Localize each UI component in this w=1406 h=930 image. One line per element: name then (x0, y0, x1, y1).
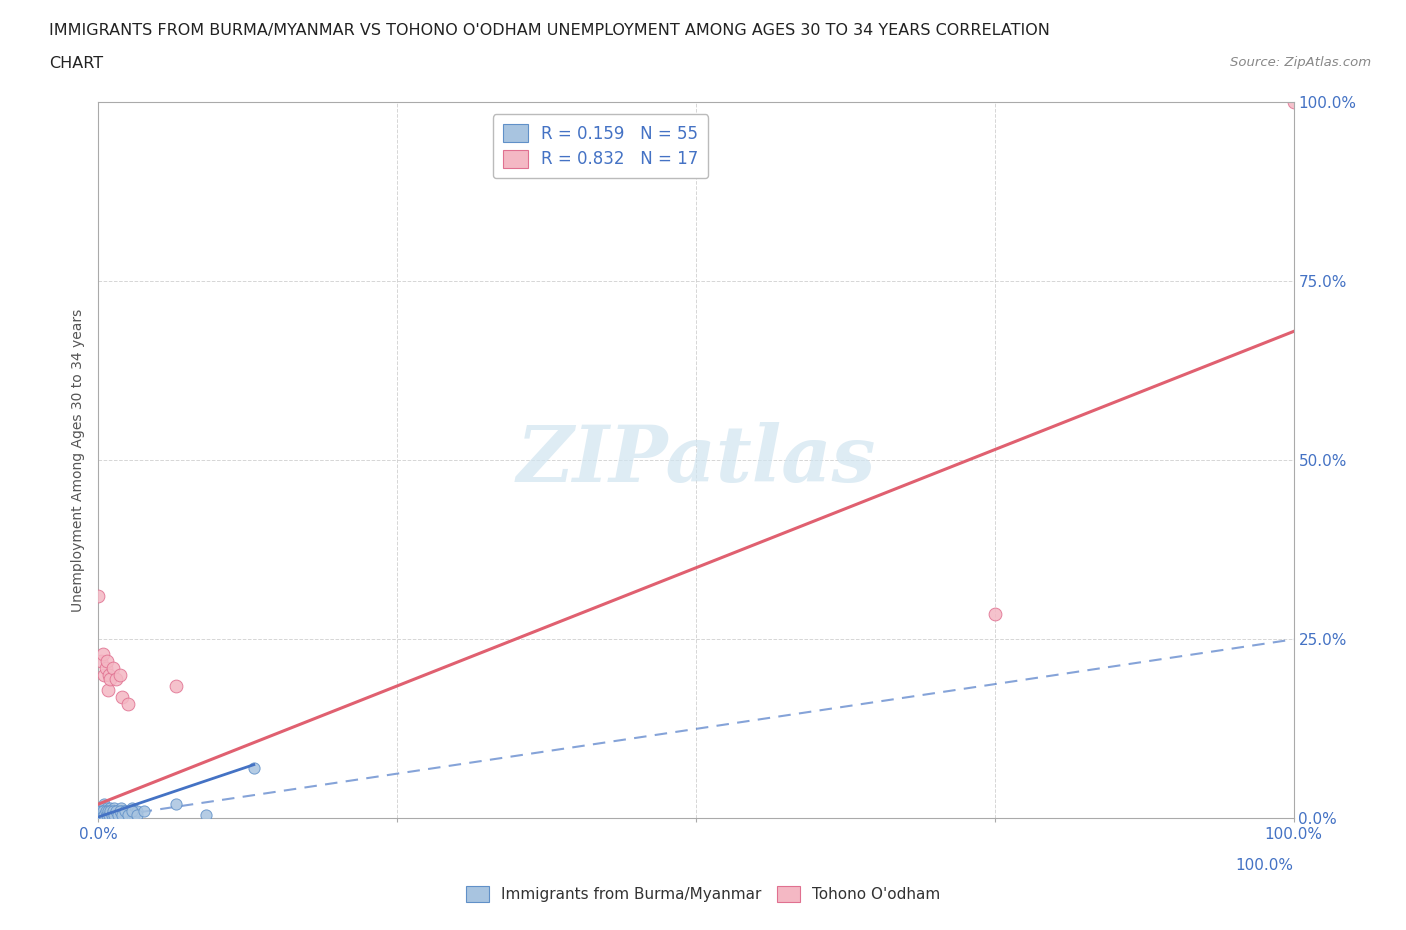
Point (100, 807, 122, 822)
Point (107, 804, 129, 818)
Point (89, 807, 111, 822)
Point (111, 804, 134, 818)
Point (98, 807, 121, 822)
Point (110, 800, 132, 815)
Point (165, 679, 187, 694)
Point (121, 804, 143, 818)
Text: 100.0%: 100.0% (1236, 857, 1294, 872)
Point (103, 807, 125, 822)
Point (125, 804, 148, 818)
Point (94, 660, 117, 675)
Point (115, 804, 138, 818)
Point (120, 804, 142, 818)
Point (1282, 95, 1305, 110)
Point (121, 800, 143, 815)
Point (111, 689, 134, 704)
Point (98, 804, 121, 818)
Point (97, 804, 120, 818)
Point (112, 807, 135, 822)
Text: IMMIGRANTS FROM BURMA/MYANMAR VS TOHONO O'ODHAM UNEMPLOYMENT AMONG AGES 30 TO 34: IMMIGRANTS FROM BURMA/MYANMAR VS TOHONO … (49, 23, 1050, 38)
Point (107, 807, 129, 822)
Point (98, 668, 121, 683)
Point (108, 804, 131, 818)
Text: ZIPatlas: ZIPatlas (516, 422, 876, 498)
Point (114, 804, 136, 818)
Point (89, 807, 111, 822)
Point (107, 807, 129, 822)
Point (98, 671, 122, 686)
Point (103, 800, 125, 815)
Point (117, 807, 139, 822)
Point (93, 668, 115, 683)
Point (984, 607, 1007, 622)
Point (114, 804, 136, 818)
Point (91, 804, 114, 818)
Legend: R = 0.159   N = 55, R = 0.832   N = 17: R = 0.159 N = 55, R = 0.832 N = 17 (492, 114, 709, 179)
Point (100, 807, 122, 822)
Point (117, 807, 139, 822)
Point (101, 804, 124, 818)
Point (93, 807, 115, 822)
Y-axis label: Unemployment Among Ages 30 to 34 years: Unemployment Among Ages 30 to 34 years (72, 309, 86, 612)
Text: CHART: CHART (49, 56, 103, 71)
Text: Source: ZipAtlas.com: Source: ZipAtlas.com (1230, 56, 1371, 69)
Point (97, 682, 120, 697)
Point (87, 811, 110, 826)
Point (98, 804, 122, 818)
Point (111, 807, 134, 822)
Point (93, 797, 115, 812)
Point (96, 800, 118, 815)
Point (90, 804, 112, 818)
Point (94, 804, 117, 818)
Point (117, 697, 139, 711)
Point (98, 800, 122, 815)
Point (90, 654, 112, 669)
Point (101, 804, 124, 818)
Point (124, 807, 146, 822)
Point (91, 804, 114, 818)
Point (94, 804, 117, 818)
Point (125, 807, 148, 822)
Point (96, 807, 118, 822)
Point (104, 804, 127, 818)
Point (87, 589, 110, 604)
Point (91, 646, 114, 661)
Point (105, 804, 128, 818)
Point (195, 807, 218, 822)
Point (105, 807, 128, 822)
Point (91, 800, 114, 815)
Point (90, 804, 112, 818)
Point (108, 668, 131, 683)
Legend: Immigrants from Burma/Myanmar, Tohono O'odham: Immigrants from Burma/Myanmar, Tohono O'… (460, 880, 946, 909)
Point (101, 660, 124, 675)
Point (97, 807, 120, 822)
Point (243, 761, 266, 776)
Point (96, 654, 118, 669)
Point (91, 807, 114, 822)
Point (165, 797, 187, 812)
Point (132, 804, 155, 818)
Point (108, 804, 131, 818)
Point (105, 671, 128, 686)
Point (115, 807, 138, 822)
